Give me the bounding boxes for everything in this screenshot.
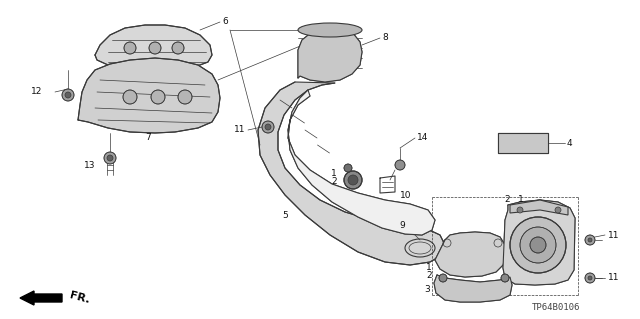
Text: 2: 2 [504,196,510,204]
Text: 3: 3 [424,286,430,294]
Text: 13: 13 [83,160,95,169]
Text: 14: 14 [417,133,428,143]
Text: 1: 1 [518,196,524,204]
Circle shape [65,92,71,98]
Text: 11: 11 [608,273,620,283]
Text: 11: 11 [234,125,245,135]
Text: 4: 4 [567,138,573,147]
Ellipse shape [298,23,362,37]
Circle shape [501,274,509,282]
Circle shape [107,155,113,161]
Circle shape [585,273,595,283]
Circle shape [395,160,405,170]
Circle shape [520,227,556,263]
Circle shape [104,152,116,164]
Text: 10: 10 [400,190,412,199]
Text: 8: 8 [382,33,388,42]
Circle shape [344,164,352,172]
Circle shape [517,207,523,213]
Polygon shape [258,82,445,265]
Polygon shape [503,200,575,285]
Text: 1: 1 [426,263,432,271]
Polygon shape [510,200,568,215]
Polygon shape [78,58,220,133]
Circle shape [262,121,274,133]
Circle shape [510,217,566,273]
Text: 5: 5 [282,211,288,219]
Polygon shape [288,90,435,235]
Circle shape [439,274,447,282]
Text: 9: 9 [399,220,405,229]
Text: 2: 2 [426,271,432,279]
Polygon shape [434,275,512,302]
Circle shape [265,124,271,130]
Polygon shape [435,232,506,277]
Circle shape [123,90,137,104]
Text: FR.: FR. [68,291,90,306]
FancyArrow shape [20,291,62,305]
Text: 6: 6 [222,18,228,26]
Circle shape [149,42,161,54]
Circle shape [151,90,165,104]
Text: 7: 7 [145,133,151,143]
Polygon shape [95,25,212,70]
Text: 2: 2 [332,177,337,187]
Circle shape [178,90,192,104]
Circle shape [172,42,184,54]
Polygon shape [298,28,362,82]
Circle shape [124,42,136,54]
Circle shape [585,235,595,245]
Circle shape [555,207,561,213]
Text: TP64B0106: TP64B0106 [532,303,580,313]
Circle shape [530,237,546,253]
Polygon shape [498,133,548,153]
Circle shape [588,276,592,280]
Circle shape [588,238,592,242]
Circle shape [62,89,74,101]
Text: 12: 12 [31,87,42,97]
Text: 1: 1 [332,169,337,179]
Circle shape [348,175,358,185]
Text: 11: 11 [608,231,620,240]
Circle shape [344,171,362,189]
